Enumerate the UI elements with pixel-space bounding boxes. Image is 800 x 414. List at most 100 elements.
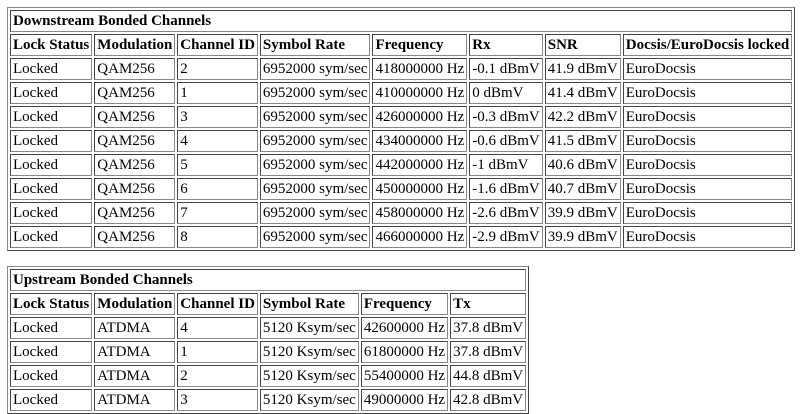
cell: 6952000 sym/sec <box>259 130 371 152</box>
column-header: Tx <box>450 293 527 315</box>
cell: Locked <box>10 130 93 152</box>
cell: 42.2 dBmV <box>544 106 621 128</box>
cell: 1 <box>177 82 258 104</box>
cell: Locked <box>10 389 93 411</box>
cell: 3 <box>177 389 258 411</box>
cell: 442000000 Hz <box>372 154 468 176</box>
header-row: Lock Status Modulation Channel ID Symbol Ra… <box>10 34 793 56</box>
column-header: Lock Status <box>10 293 93 315</box>
cell: ATDMA <box>94 317 176 339</box>
cell: Locked <box>10 226 93 248</box>
cell: 5120 Ksym/sec <box>259 389 359 411</box>
cell: ATDMA <box>94 341 176 363</box>
column-header: Frequency <box>360 293 449 315</box>
cell: 2 <box>177 365 258 387</box>
cell: 426000000 Hz <box>372 106 468 128</box>
data-row: Locked ATDMA 2 5120 Ksym/sec 55400000 Hz 44.8… <box>10 365 527 387</box>
column-header: Modulation <box>94 293 176 315</box>
cell: 458000000 Hz <box>372 202 468 224</box>
cell: Locked <box>10 178 93 200</box>
cell: EuroDocsis <box>622 226 793 248</box>
column-header: Symbol Rate <box>259 293 359 315</box>
table-body: Upstream Bonded Channels Lock Status Modul… <box>10 269 527 411</box>
cell: EuroDocsis <box>622 154 793 176</box>
upstream-table: Upstream Bonded Channels Lock Status Modul… <box>7 266 530 414</box>
cell: 450000000 Hz <box>372 178 468 200</box>
cell: 41.4 dBmV <box>544 82 621 104</box>
data-row: Locked QAM256 8 6952000 sym/sec 466000000 Hz… <box>10 226 793 248</box>
cell: -1.6 dBmV <box>469 178 543 200</box>
cell: 434000000 Hz <box>372 130 468 152</box>
cell: 2 <box>177 58 258 80</box>
title-row: Downstream Bonded Channels <box>10 10 793 32</box>
data-row: Locked QAM256 3 6952000 sym/sec 426000000 Hz… <box>10 106 793 128</box>
content: Downstream Bonded Channels Lock Status Mod… <box>7 7 796 414</box>
cell: EuroDocsis <box>622 178 793 200</box>
column-header: Channel ID <box>177 293 258 315</box>
cell: 5 <box>177 154 258 176</box>
cell: 44.8 dBmV <box>450 365 527 387</box>
cell: Locked <box>10 365 93 387</box>
cell: QAM256 <box>94 130 176 152</box>
data-row: Locked ATDMA 3 5120 Ksym/sec 49000000 Hz 42.8… <box>10 389 527 411</box>
data-row: Locked QAM256 5 6952000 sym/sec 442000000 Hz… <box>10 154 793 176</box>
cell: Locked <box>10 82 93 104</box>
table-title: Downstream Bonded Channels <box>10 10 793 32</box>
cell: ATDMA <box>94 389 176 411</box>
cell: 6 <box>177 178 258 200</box>
cell: QAM256 <box>94 106 176 128</box>
data-row: Locked ATDMA 1 5120 Ksym/sec 61800000 Hz 37.8… <box>10 341 527 363</box>
cell: -2.6 dBmV <box>469 202 543 224</box>
cell: 61800000 Hz <box>360 341 449 363</box>
cell: -0.3 dBmV <box>469 106 543 128</box>
column-header: Lock Status <box>10 34 93 56</box>
cell: 49000000 Hz <box>360 389 449 411</box>
cell: 6952000 sym/sec <box>259 58 371 80</box>
data-row: Locked QAM256 2 6952000 sym/sec 418000000 Hz… <box>10 58 793 80</box>
column-header: Modulation <box>94 34 176 56</box>
cell: 6952000 sym/sec <box>259 178 371 200</box>
data-row: Locked QAM256 7 6952000 sym/sec 458000000 Hz… <box>10 202 793 224</box>
cell: Locked <box>10 58 93 80</box>
cell: 5120 Ksym/sec <box>259 341 359 363</box>
cell: -0.1 dBmV <box>469 58 543 80</box>
cell: 42600000 Hz <box>360 317 449 339</box>
cell: 6952000 sym/sec <box>259 82 371 104</box>
cell: 418000000 Hz <box>372 58 468 80</box>
cell: 6952000 sym/sec <box>259 226 371 248</box>
cell: 5120 Ksym/sec <box>259 365 359 387</box>
column-header: Docsis/EuroDocsis locked <box>622 34 793 56</box>
column-header: Channel ID <box>177 34 258 56</box>
header-row: Lock Status Modulation Channel ID Symbol Ra… <box>10 293 527 315</box>
data-row: Locked QAM256 6 6952000 sym/sec 450000000 Hz… <box>10 178 793 200</box>
cell: EuroDocsis <box>622 106 793 128</box>
cell: QAM256 <box>94 154 176 176</box>
column-header: SNR <box>544 34 621 56</box>
cell: 42.8 dBmV <box>450 389 527 411</box>
title-row: Upstream Bonded Channels <box>10 269 527 291</box>
cell: 37.8 dBmV <box>450 317 527 339</box>
cell: QAM256 <box>94 178 176 200</box>
table-title: Upstream Bonded Channels <box>10 269 527 291</box>
cell: Locked <box>10 341 93 363</box>
cell: 7 <box>177 202 258 224</box>
data-row: Locked QAM256 4 6952000 sym/sec 434000000 Hz… <box>10 130 793 152</box>
column-header: Frequency <box>372 34 468 56</box>
cell: -1 dBmV <box>469 154 543 176</box>
cell: QAM256 <box>94 226 176 248</box>
cell: 6952000 sym/sec <box>259 154 371 176</box>
cell: 41.5 dBmV <box>544 130 621 152</box>
cell: 40.7 dBmV <box>544 178 621 200</box>
cell: QAM256 <box>94 202 176 224</box>
column-header: Rx <box>469 34 543 56</box>
cell: 41.9 dBmV <box>544 58 621 80</box>
cell: Locked <box>10 154 93 176</box>
cell: 3 <box>177 106 258 128</box>
cell: 1 <box>177 341 258 363</box>
cell: Locked <box>10 317 93 339</box>
cell: 39.9 dBmV <box>544 202 621 224</box>
cell: 4 <box>177 130 258 152</box>
cell: Locked <box>10 202 93 224</box>
cell: 6952000 sym/sec <box>259 106 371 128</box>
